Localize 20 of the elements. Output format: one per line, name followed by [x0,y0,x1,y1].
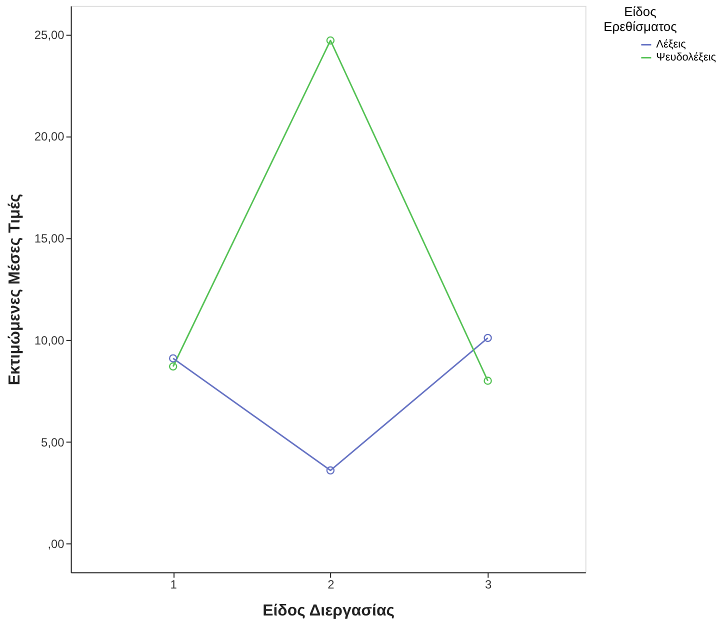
point [326,36,335,45]
point [484,376,492,385]
legend-title: Είδος Ερεθίσματος [604,4,677,34]
y-tick-label: 10,00 [34,333,65,348]
y-tick-label: ,00 [48,537,65,552]
x-axis-title: Είδος Διεργασίας [262,602,395,620]
point [326,466,335,475]
legend-label: Ψευδολέξεις [656,52,716,64]
y-tick-label: 5,00 [41,435,65,450]
point [168,362,178,371]
y-tick-label: 15,00 [34,232,65,246]
point [168,354,178,362]
x-tick-label: 1 [170,578,178,592]
x-tick-label: 3 [484,578,492,592]
legend-label: Λέξεις [656,38,686,51]
y-tick-label: 25,00 [34,28,65,42]
x-tick-label: 2 [328,578,335,592]
y-axis-title: Εκτιμώμενες Μέσες Τιμές [6,194,24,386]
y-tick-label: 20,00 [34,130,65,144]
point [484,334,492,342]
